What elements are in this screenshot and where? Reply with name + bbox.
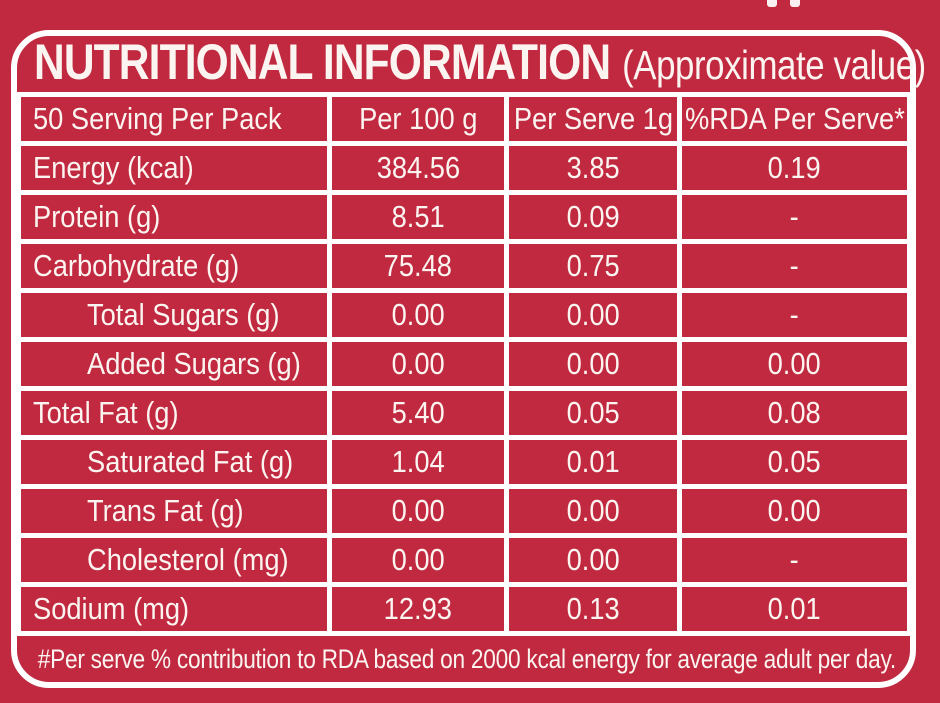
- label-title: NUTRITIONAL INFORMATION (Approximate val…: [34, 34, 926, 90]
- value-per-serve-text: 0.75: [566, 248, 620, 283]
- value-per-100g-text: 0.00: [391, 493, 445, 528]
- value-per-100g-text: 12.93: [383, 591, 453, 626]
- row-label-text: Cholesterol (mg): [87, 542, 289, 577]
- row-label-text: Total Sugars (g): [87, 297, 280, 332]
- value-per-100g: 12.93: [332, 587, 504, 631]
- value-rda-per-serve-text: -: [789, 199, 800, 234]
- value-per-serve: 0.00: [509, 538, 677, 582]
- row-label: Sodium (mg): [21, 587, 327, 631]
- row-label: Saturated Fat (g): [21, 440, 327, 484]
- row-label: Carbohydrate (g): [21, 244, 327, 288]
- value-rda-per-serve: 0.00: [682, 489, 907, 533]
- row-label-text: Sodium (mg): [33, 591, 190, 626]
- value-per-serve: 0.01: [509, 440, 677, 484]
- value-per-serve-text: 0.05: [566, 395, 620, 430]
- value-rda-per-serve-text: -: [789, 297, 800, 332]
- value-per-100g: 1.04: [332, 440, 504, 484]
- row-label: Cholesterol (mg): [21, 538, 327, 582]
- row-label-text: Energy (kcal): [33, 150, 194, 185]
- row-label-text: Saturated Fat (g): [87, 444, 294, 479]
- value-per-serve-text: 0.00: [566, 493, 620, 528]
- value-per-100g: 5.40: [332, 391, 504, 435]
- row-label: Added Sugars (g): [21, 342, 327, 386]
- row-label-text: Protein (g): [33, 199, 161, 234]
- col-header-servings-per-pack-text: 50 Serving Per Pack: [33, 101, 282, 136]
- value-per-100g-text: 1.04: [391, 444, 445, 479]
- value-rda-per-serve: -: [682, 293, 907, 337]
- col-header-per-100g-text: Per 100 g: [358, 101, 478, 136]
- title-main: NUTRITIONAL INFORMATION: [34, 34, 611, 90]
- row-label: Trans Fat (g): [21, 489, 327, 533]
- value-rda-per-serve-text: -: [789, 542, 800, 577]
- value-per-serve: 0.75: [509, 244, 677, 288]
- value-per-100g-text: 0.00: [391, 346, 445, 381]
- title-approximate-value: (Approximate value): [622, 42, 926, 88]
- row-label-text: Total Fat (g): [33, 395, 179, 430]
- value-rda-per-serve: 0.00: [682, 342, 907, 386]
- value-rda-per-serve-text: -: [789, 248, 800, 283]
- value-per-serve-text: 0.00: [566, 542, 620, 577]
- cropped-print-artifact: [790, 0, 800, 7]
- value-per-serve: 0.09: [509, 195, 677, 239]
- value-per-serve-text: 0.01: [566, 444, 620, 479]
- value-per-100g-text: 384.56: [376, 150, 460, 185]
- value-per-serve-text: 3.85: [566, 150, 620, 185]
- value-rda-per-serve-text: 0.00: [767, 493, 822, 528]
- value-rda-per-serve-text: 0.19: [767, 150, 822, 185]
- value-rda-per-serve-text: 0.08: [767, 395, 822, 430]
- value-rda-per-serve-text: 0.05: [767, 444, 822, 479]
- value-per-serve: 0.00: [509, 489, 677, 533]
- value-per-100g: 0.00: [332, 538, 504, 582]
- value-per-100g: 0.00: [332, 293, 504, 337]
- row-label: Total Fat (g): [21, 391, 327, 435]
- col-header-rda-per-serve: %RDA Per Serve*: [682, 97, 907, 141]
- value-rda-per-serve: 0.05: [682, 440, 907, 484]
- value-per-100g-text: 0.00: [391, 297, 445, 332]
- value-per-100g: 384.56: [332, 146, 504, 190]
- value-rda-per-serve-text: 0.01: [767, 591, 822, 626]
- col-header-per-serve: Per Serve 1g: [509, 97, 677, 141]
- row-label-text: Trans Fat (g): [87, 493, 244, 528]
- value-per-100g: 0.00: [332, 489, 504, 533]
- value-per-100g: 8.51: [332, 195, 504, 239]
- value-rda-per-serve: -: [682, 244, 907, 288]
- value-per-100g-text: 5.40: [391, 395, 445, 430]
- value-rda-per-serve: -: [682, 538, 907, 582]
- value-per-serve-text: 0.00: [566, 297, 620, 332]
- value-per-serve-text: 0.09: [566, 199, 620, 234]
- value-rda-per-serve: 0.08: [682, 391, 907, 435]
- col-header-per-100g: Per 100 g: [332, 97, 504, 141]
- value-per-serve-text: 0.00: [566, 346, 620, 381]
- value-per-serve-text: 0.13: [566, 591, 620, 626]
- value-per-serve: 3.85: [509, 146, 677, 190]
- row-label: Protein (g): [21, 195, 327, 239]
- value-per-100g-text: 8.51: [391, 199, 445, 234]
- value-per-100g: 75.48: [332, 244, 504, 288]
- row-label-text: Carbohydrate (g): [33, 248, 240, 283]
- col-header-per-serve-text: Per Serve 1g: [513, 101, 673, 136]
- value-per-100g-text: 0.00: [391, 542, 445, 577]
- row-label: Total Sugars (g): [21, 293, 327, 337]
- row-label: Energy (kcal): [21, 146, 327, 190]
- row-label-text: Added Sugars (g): [87, 346, 301, 381]
- footnote-text: #Per serve % contribution to RDA based o…: [37, 643, 897, 674]
- value-per-100g: 0.00: [332, 342, 504, 386]
- value-per-serve: 0.00: [509, 293, 677, 337]
- value-rda-per-serve: -: [682, 195, 907, 239]
- footnote: #Per serve % contribution to RDA based o…: [22, 636, 912, 682]
- value-per-serve: 0.13: [509, 587, 677, 631]
- col-header-servings-per-pack: 50 Serving Per Pack: [21, 97, 327, 141]
- value-per-100g-text: 75.48: [383, 248, 453, 283]
- value-per-serve: 0.00: [509, 342, 677, 386]
- cropped-print-artifact: [767, 0, 777, 7]
- col-header-rda-per-serve-text: %RDA Per Serve*: [684, 101, 905, 136]
- value-rda-per-serve: 0.01: [682, 587, 907, 631]
- value-per-serve: 0.05: [509, 391, 677, 435]
- value-rda-per-serve-text: 0.00: [767, 346, 822, 381]
- value-rda-per-serve: 0.19: [682, 146, 907, 190]
- nutrition-table: 50 Serving Per Pack Per 100 g Per Serve …: [16, 92, 912, 636]
